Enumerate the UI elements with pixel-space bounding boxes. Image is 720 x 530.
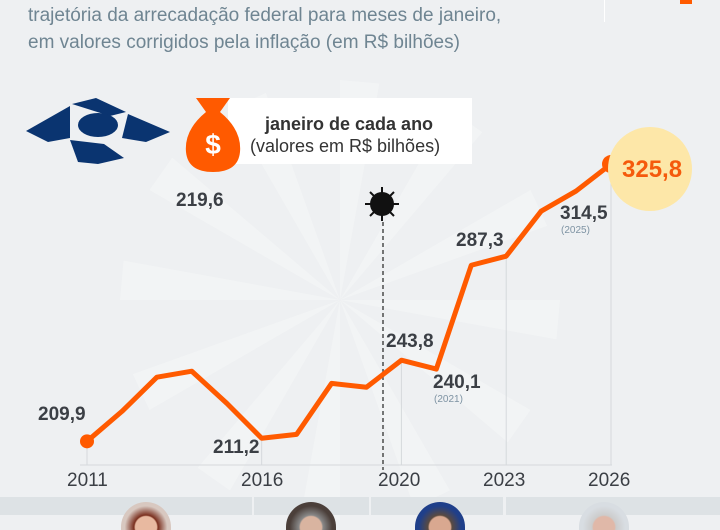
- divider: [604, 0, 605, 22]
- data-label-2011: 209,9: [38, 404, 86, 425]
- series-line: [85, 162, 613, 444]
- chart-subtitle: trajetória da arrecadação federal para m…: [28, 2, 501, 56]
- data-label-2026: 325,8: [622, 156, 683, 183]
- president-band-dilma: [0, 497, 252, 515]
- receita-federal-logo: [26, 98, 170, 164]
- subtitle-line-2: em valores corrigidos pela inflação (em …: [28, 32, 460, 53]
- background-ray: [149, 157, 340, 300]
- data-label-2023: 287,3: [456, 230, 504, 251]
- x-tick-2016: 2016: [241, 470, 284, 491]
- data-label-2016: 211,2: [213, 437, 260, 458]
- subtitle-line-1: trajetória da arrecadação federal para m…: [28, 5, 502, 26]
- x-tick-2026: 2026: [588, 470, 631, 491]
- data-label-219-6: 219,6: [176, 190, 224, 211]
- background-ray: [340, 190, 548, 300]
- data-note-2021: (2021): [434, 394, 463, 405]
- x-tick-2020: 2020: [378, 470, 421, 491]
- virus-icon: [365, 187, 399, 221]
- brand-mark: [680, 0, 692, 4]
- legend-box: janeiro de cada ano (valores em R$ bilhõ…: [228, 98, 472, 164]
- legend-units: (valores em R$ bilhões): [250, 136, 441, 156]
- data-point-2011: [80, 434, 94, 449]
- data-note-2025: (2025): [561, 225, 590, 236]
- background-ray: [340, 300, 450, 508]
- background-ray: [132, 300, 340, 410]
- x-tick-2023: 2023: [483, 470, 526, 491]
- money-bag-icon: $: [185, 98, 241, 172]
- background-ray: [197, 300, 340, 491]
- background-ray: [120, 260, 340, 300]
- legend-title: janeiro de cada ano: [265, 114, 434, 134]
- background-ray: [340, 300, 560, 340]
- svg-text:$: $: [205, 129, 221, 160]
- data-label-2021: 240,1: [433, 372, 481, 393]
- data-label-2020: 243,8: [386, 331, 434, 352]
- data-label-2025: 314,5: [560, 203, 608, 224]
- latest-value-highlight: 325,8: [608, 127, 692, 211]
- x-tick-2011: 2011: [67, 470, 108, 491]
